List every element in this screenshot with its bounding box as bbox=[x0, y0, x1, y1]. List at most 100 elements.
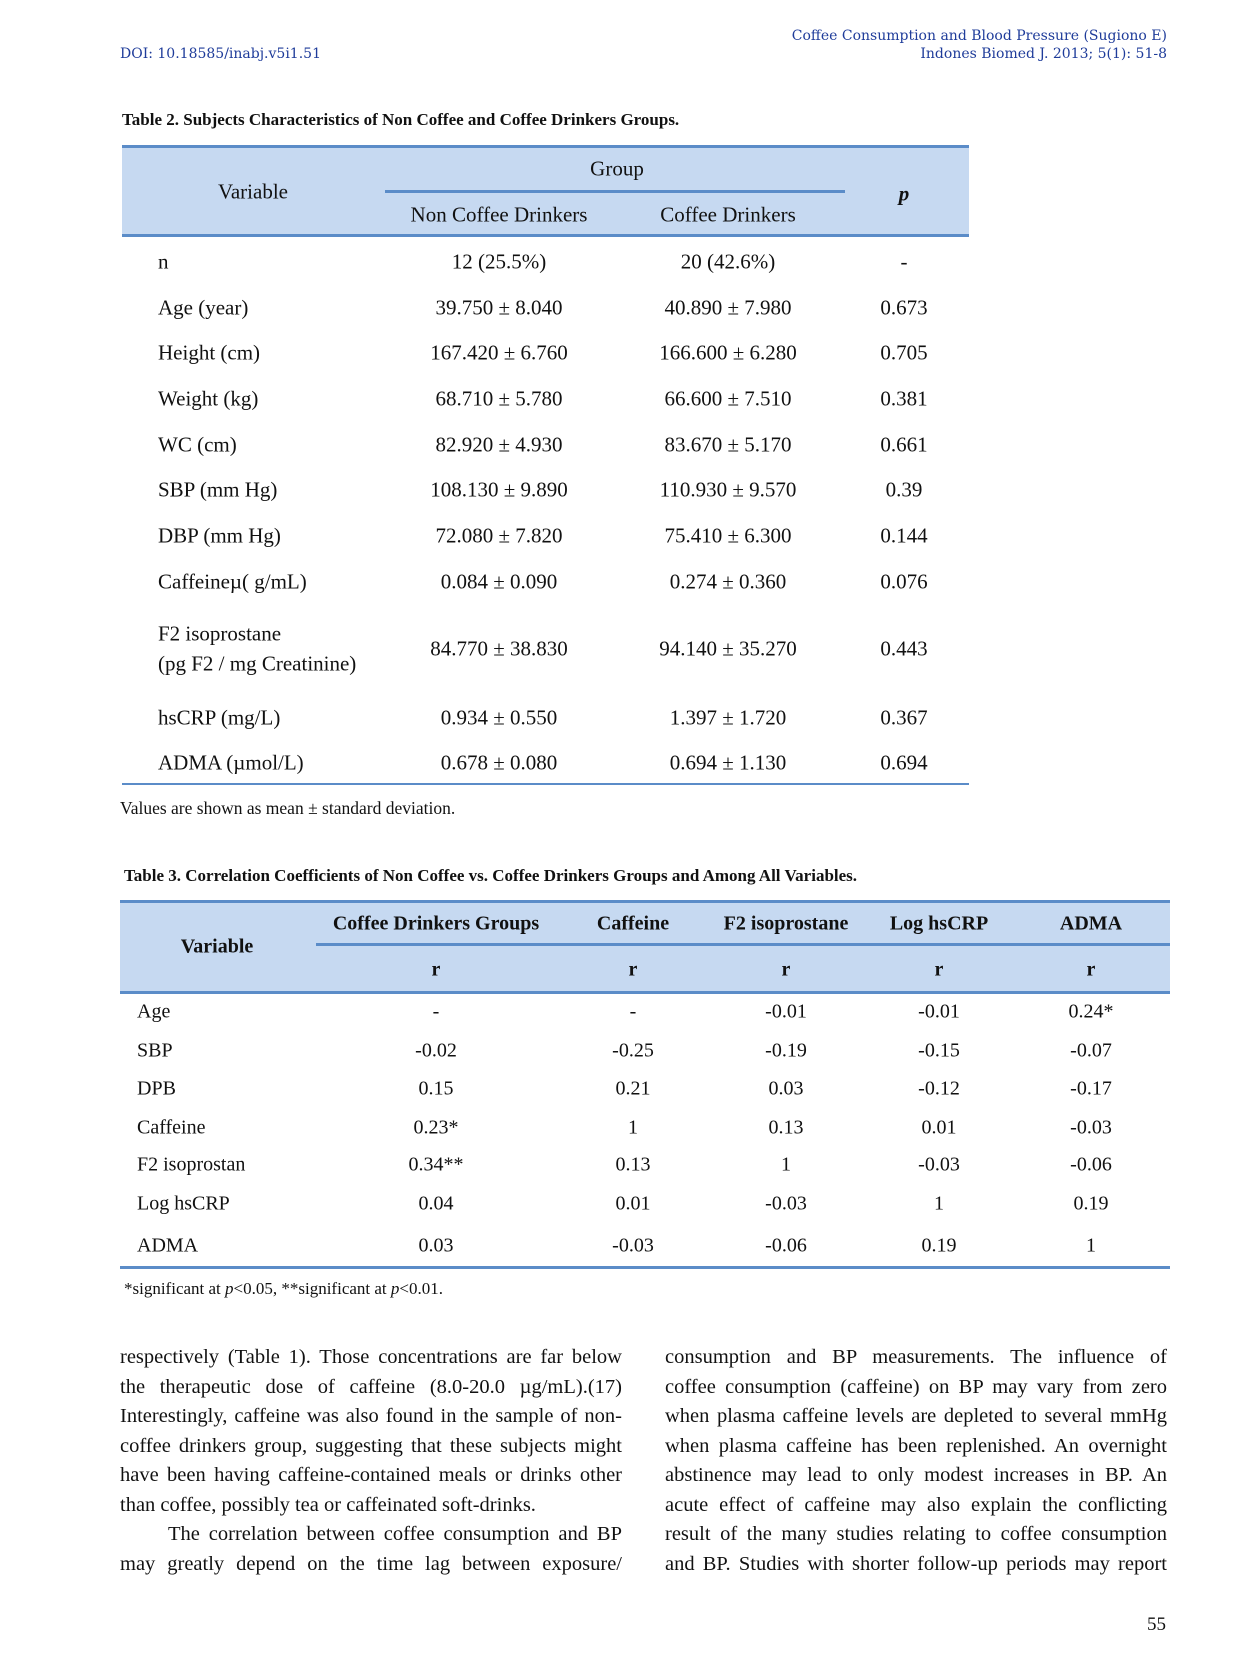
table3-value: -0.07 bbox=[1070, 1039, 1112, 1062]
body-column-left: respectively (Table 1). Those concentrat… bbox=[120, 1343, 622, 1579]
table3-value: -0.01 bbox=[765, 1000, 807, 1023]
page-number: 55 bbox=[1147, 1614, 1166, 1635]
table2-p-value: 0.144 bbox=[880, 523, 928, 548]
table2-header-p: p bbox=[898, 181, 910, 206]
table3-value: -0.17 bbox=[1070, 1077, 1112, 1100]
body-text-line: Interestingly, caffeine was also found i… bbox=[120, 1405, 622, 1427]
table2-variable: ADMA (µmol/L) bbox=[158, 750, 304, 775]
table3-value: -0.02 bbox=[415, 1039, 457, 1062]
table3-group-rule bbox=[316, 943, 1170, 946]
table3-value: -0.06 bbox=[765, 1234, 807, 1257]
table3-value: 0.03 bbox=[768, 1077, 804, 1100]
body-text-line: may greatly depend on the time lag betwe… bbox=[120, 1552, 622, 1575]
table2-non-coffee-value: 68.710 ± 5.780 bbox=[435, 386, 563, 411]
table3-header-rule bbox=[120, 991, 1170, 994]
table3-variable: Log hsCRP bbox=[137, 1192, 230, 1215]
table2-non-coffee-value: 108.130 ± 9.890 bbox=[430, 477, 568, 502]
table2-header-non-coffee: Non Coffee Drinkers bbox=[410, 202, 588, 227]
body-text-line: the therapeutic dose of caffeine (8.0-20… bbox=[120, 1375, 622, 1398]
table3-title: Table 3. Correlation Coefficients of Non… bbox=[124, 866, 858, 885]
table3-value: 0.34** bbox=[408, 1153, 464, 1176]
note-text: <0.01. bbox=[399, 1279, 443, 1298]
table2-coffee-value: 75.410 ± 6.300 bbox=[664, 523, 792, 548]
table3-value: - bbox=[432, 1000, 440, 1023]
body-text-line: have been having caffeine-contained meal… bbox=[120, 1464, 622, 1486]
table2-p-value: 0.661 bbox=[880, 432, 928, 457]
body-text-line: coffee consumption (caffeine) on BP may … bbox=[665, 1375, 1167, 1398]
table3-value: 1 bbox=[934, 1192, 944, 1215]
table3-value: -0.03 bbox=[612, 1234, 654, 1257]
table2-coffee-value: 1.397 ± 1.720 bbox=[669, 705, 787, 730]
table2-p-value: - bbox=[900, 249, 908, 274]
table2-note: Values are shown as mean ± standard devi… bbox=[120, 798, 456, 818]
table3-variable: SBP bbox=[137, 1039, 173, 1062]
table3-header-r: r bbox=[781, 958, 791, 981]
table3-value: 0.13 bbox=[615, 1153, 651, 1176]
table2-variable: WC (cm) bbox=[158, 432, 237, 457]
table3-variable: Age bbox=[137, 1000, 171, 1023]
table2-header-coffee: Coffee Drinkers bbox=[660, 202, 796, 227]
table3-value: 0.01 bbox=[615, 1192, 651, 1215]
table2-p-value: 0.381 bbox=[880, 386, 928, 411]
table2-title: Table 2. Subjects Characteristics of Non… bbox=[122, 110, 680, 129]
table3-value: -0.25 bbox=[612, 1039, 654, 1062]
table2-header-variable: Variable bbox=[218, 179, 288, 204]
table2-non-coffee-value: 82.920 ± 4.930 bbox=[435, 432, 563, 457]
table3-header-r: r bbox=[431, 958, 441, 981]
table3-value: 0.13 bbox=[768, 1116, 804, 1139]
table3-value: -0.03 bbox=[918, 1153, 960, 1176]
table3-value: 0.24* bbox=[1068, 1000, 1114, 1023]
table2-coffee-value: 94.140 ± 35.270 bbox=[659, 636, 797, 661]
table3-header-bg bbox=[120, 901, 1170, 993]
body-column-right: consumption and BP measurements. The inf… bbox=[665, 1343, 1167, 1579]
body-text-line: when plasma caffeine has been replenishe… bbox=[665, 1434, 1167, 1457]
table2-coffee-value: 20 (42.6%) bbox=[680, 249, 776, 274]
body-text-line: coffee drinkers group, suggesting that t… bbox=[120, 1434, 622, 1457]
table2-coffee-value: 83.670 ± 5.170 bbox=[664, 432, 792, 457]
note-p: p bbox=[225, 1279, 234, 1298]
table2-p-value: 0.443 bbox=[880, 636, 928, 661]
table3-variable: DPB bbox=[137, 1077, 176, 1100]
table2-top-rule bbox=[122, 145, 969, 148]
table3-note: *significant at p<0.05, **significant at… bbox=[124, 1279, 443, 1299]
table3-value: 1 bbox=[781, 1153, 791, 1176]
table2-coffee-value: 0.694 ± 1.130 bbox=[669, 750, 787, 775]
table2-p-value: 0.39 bbox=[885, 477, 923, 502]
table3-value: 0.01 bbox=[921, 1116, 957, 1139]
table2-p-value: 0.673 bbox=[880, 295, 928, 320]
table3-value: 0.21 bbox=[615, 1077, 651, 1100]
table3-value: -0.06 bbox=[1070, 1153, 1112, 1176]
body-text-line: result of the many studies relating to c… bbox=[665, 1523, 1167, 1545]
table2-non-coffee-value: 39.750 ± 8.040 bbox=[435, 295, 563, 320]
doi: DOI: 10.18585/inabj.v5i1.51 bbox=[120, 46, 321, 62]
table3-variable: ADMA bbox=[137, 1234, 199, 1257]
table3-value: 0.15 bbox=[418, 1077, 454, 1100]
table2-coffee-value: 0.274 ± 0.360 bbox=[669, 569, 787, 594]
table3-value: -0.03 bbox=[765, 1192, 807, 1215]
note-text: <0.05, **significant at bbox=[233, 1279, 391, 1298]
body-text-line: consumption and BP measurements. The inf… bbox=[665, 1346, 1167, 1368]
table2-bottom-rule bbox=[122, 783, 969, 785]
table3-value: 1 bbox=[1086, 1234, 1096, 1257]
table3-header-column: ADMA bbox=[1059, 912, 1123, 935]
table2-variable: Age (year) bbox=[158, 295, 249, 320]
table3-value: 0.19 bbox=[1073, 1192, 1109, 1215]
table3-variable: Caffeine bbox=[137, 1116, 206, 1139]
body-text-line: and BP. Studies with shorter follow-up p… bbox=[665, 1552, 1167, 1575]
table3-value: 0.19 bbox=[921, 1234, 957, 1257]
table2-variable-unit: (pg F2 / mg Creatinine) bbox=[158, 651, 357, 676]
body-text-line: respectively (Table 1). Those concentrat… bbox=[120, 1346, 622, 1368]
table3-header-variable: Variable bbox=[180, 935, 254, 958]
table2-coffee-value: 166.600 ± 6.280 bbox=[659, 340, 797, 365]
citation: Indones Biomed J. 2013; 5(1): 51-8 bbox=[920, 46, 1167, 62]
body-text-line: The correlation between coffee consumpti… bbox=[168, 1523, 622, 1545]
table2-p-value: 0.694 bbox=[880, 750, 928, 775]
table2-coffee-value: 110.930 ± 9.570 bbox=[659, 477, 797, 502]
body-text-line: than coffee, possibly tea or caffeinated… bbox=[120, 1493, 536, 1516]
table2-header-rule bbox=[122, 234, 969, 237]
table2-non-coffee-value: 12 (25.5%) bbox=[451, 249, 547, 274]
table3-header-column: Caffeine bbox=[596, 912, 670, 935]
table2-variable: Height (cm) bbox=[158, 340, 261, 365]
table2-variable: Weight (kg) bbox=[158, 386, 259, 411]
table3-value: 0.23* bbox=[413, 1116, 459, 1139]
